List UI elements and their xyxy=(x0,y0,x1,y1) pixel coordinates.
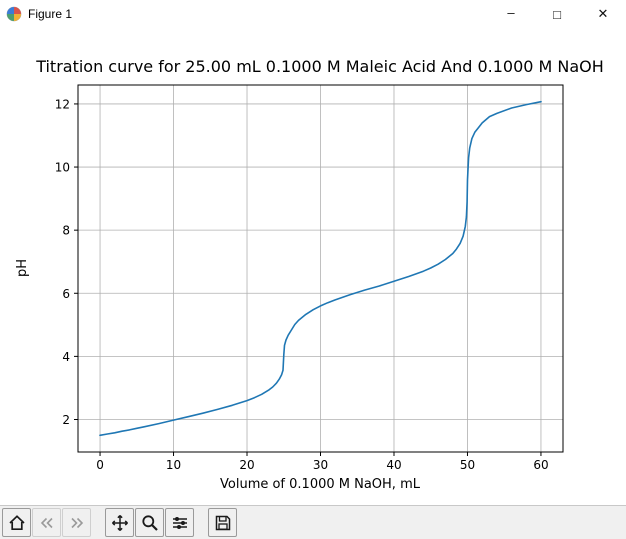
navigation-toolbar xyxy=(0,505,626,539)
y-tick-label: 2 xyxy=(62,413,70,427)
back-button[interactable] xyxy=(32,508,61,537)
configure-subplots-button[interactable] xyxy=(165,508,194,537)
titration-curve xyxy=(99,100,542,437)
y-tick-label: 8 xyxy=(62,224,70,238)
save-button[interactable] xyxy=(208,508,237,537)
figure-area: 0 10 20 30 40 50 60 2 4 6 8 10 12 Titration curve fo… xyxy=(0,28,626,505)
pan-icon xyxy=(111,514,128,531)
maximize-icon: □ xyxy=(553,6,561,22)
y-tick-label: 12 xyxy=(55,97,70,111)
minimize-button[interactable]: – xyxy=(488,0,534,28)
zoom-button[interactable] xyxy=(135,508,164,537)
pan-button[interactable] xyxy=(105,508,134,537)
window-controls: – □ ✕ xyxy=(488,0,626,28)
chart-title: Titration curve for 25.00 mL 0.1000 M Ma… xyxy=(35,57,604,76)
forward-icon xyxy=(70,517,83,528)
forward-button[interactable] xyxy=(62,508,91,537)
y-tick-label: 4 xyxy=(62,350,70,364)
close-button[interactable]: ✕ xyxy=(580,0,626,28)
titlebar: Figure 1 – □ ✕ xyxy=(0,0,626,28)
toolbar-separator xyxy=(92,506,104,539)
x-axis-label: Volume of 0.1000 M NaOH, mL xyxy=(220,477,421,492)
x-tick-label: 30 xyxy=(313,458,328,472)
close-icon: ✕ xyxy=(597,6,609,21)
maximize-button[interactable]: □ xyxy=(534,0,580,28)
x-tick-label: 60 xyxy=(533,458,548,472)
home-icon xyxy=(8,514,25,530)
matplotlib-logo-icon xyxy=(6,6,22,22)
x-tick-label: 10 xyxy=(166,458,181,472)
plot-canvas[interactable]: 0 10 20 30 40 50 60 2 4 6 8 10 12 Titration curve fo… xyxy=(0,28,626,505)
x-tick-label: 0 xyxy=(96,458,104,472)
y-tick-label: 6 xyxy=(62,287,70,301)
zoom-icon xyxy=(141,514,158,531)
window-title: Figure 1 xyxy=(28,7,73,21)
x-tick-label: 40 xyxy=(386,458,401,472)
y-axis-label: pH xyxy=(15,259,30,277)
toolbar-separator xyxy=(195,506,207,539)
y-tick-label: 10 xyxy=(55,161,70,175)
back-icon xyxy=(40,517,53,528)
home-button[interactable] xyxy=(2,508,31,537)
chart-render-layer: 0 10 20 30 40 50 60 2 4 6 8 10 12 xyxy=(55,84,564,472)
subplots-icon xyxy=(172,516,187,529)
save-icon xyxy=(215,515,230,530)
x-tick-label: 50 xyxy=(460,458,475,472)
x-tick-label: 20 xyxy=(239,458,254,472)
minimize-icon: – xyxy=(507,4,515,20)
